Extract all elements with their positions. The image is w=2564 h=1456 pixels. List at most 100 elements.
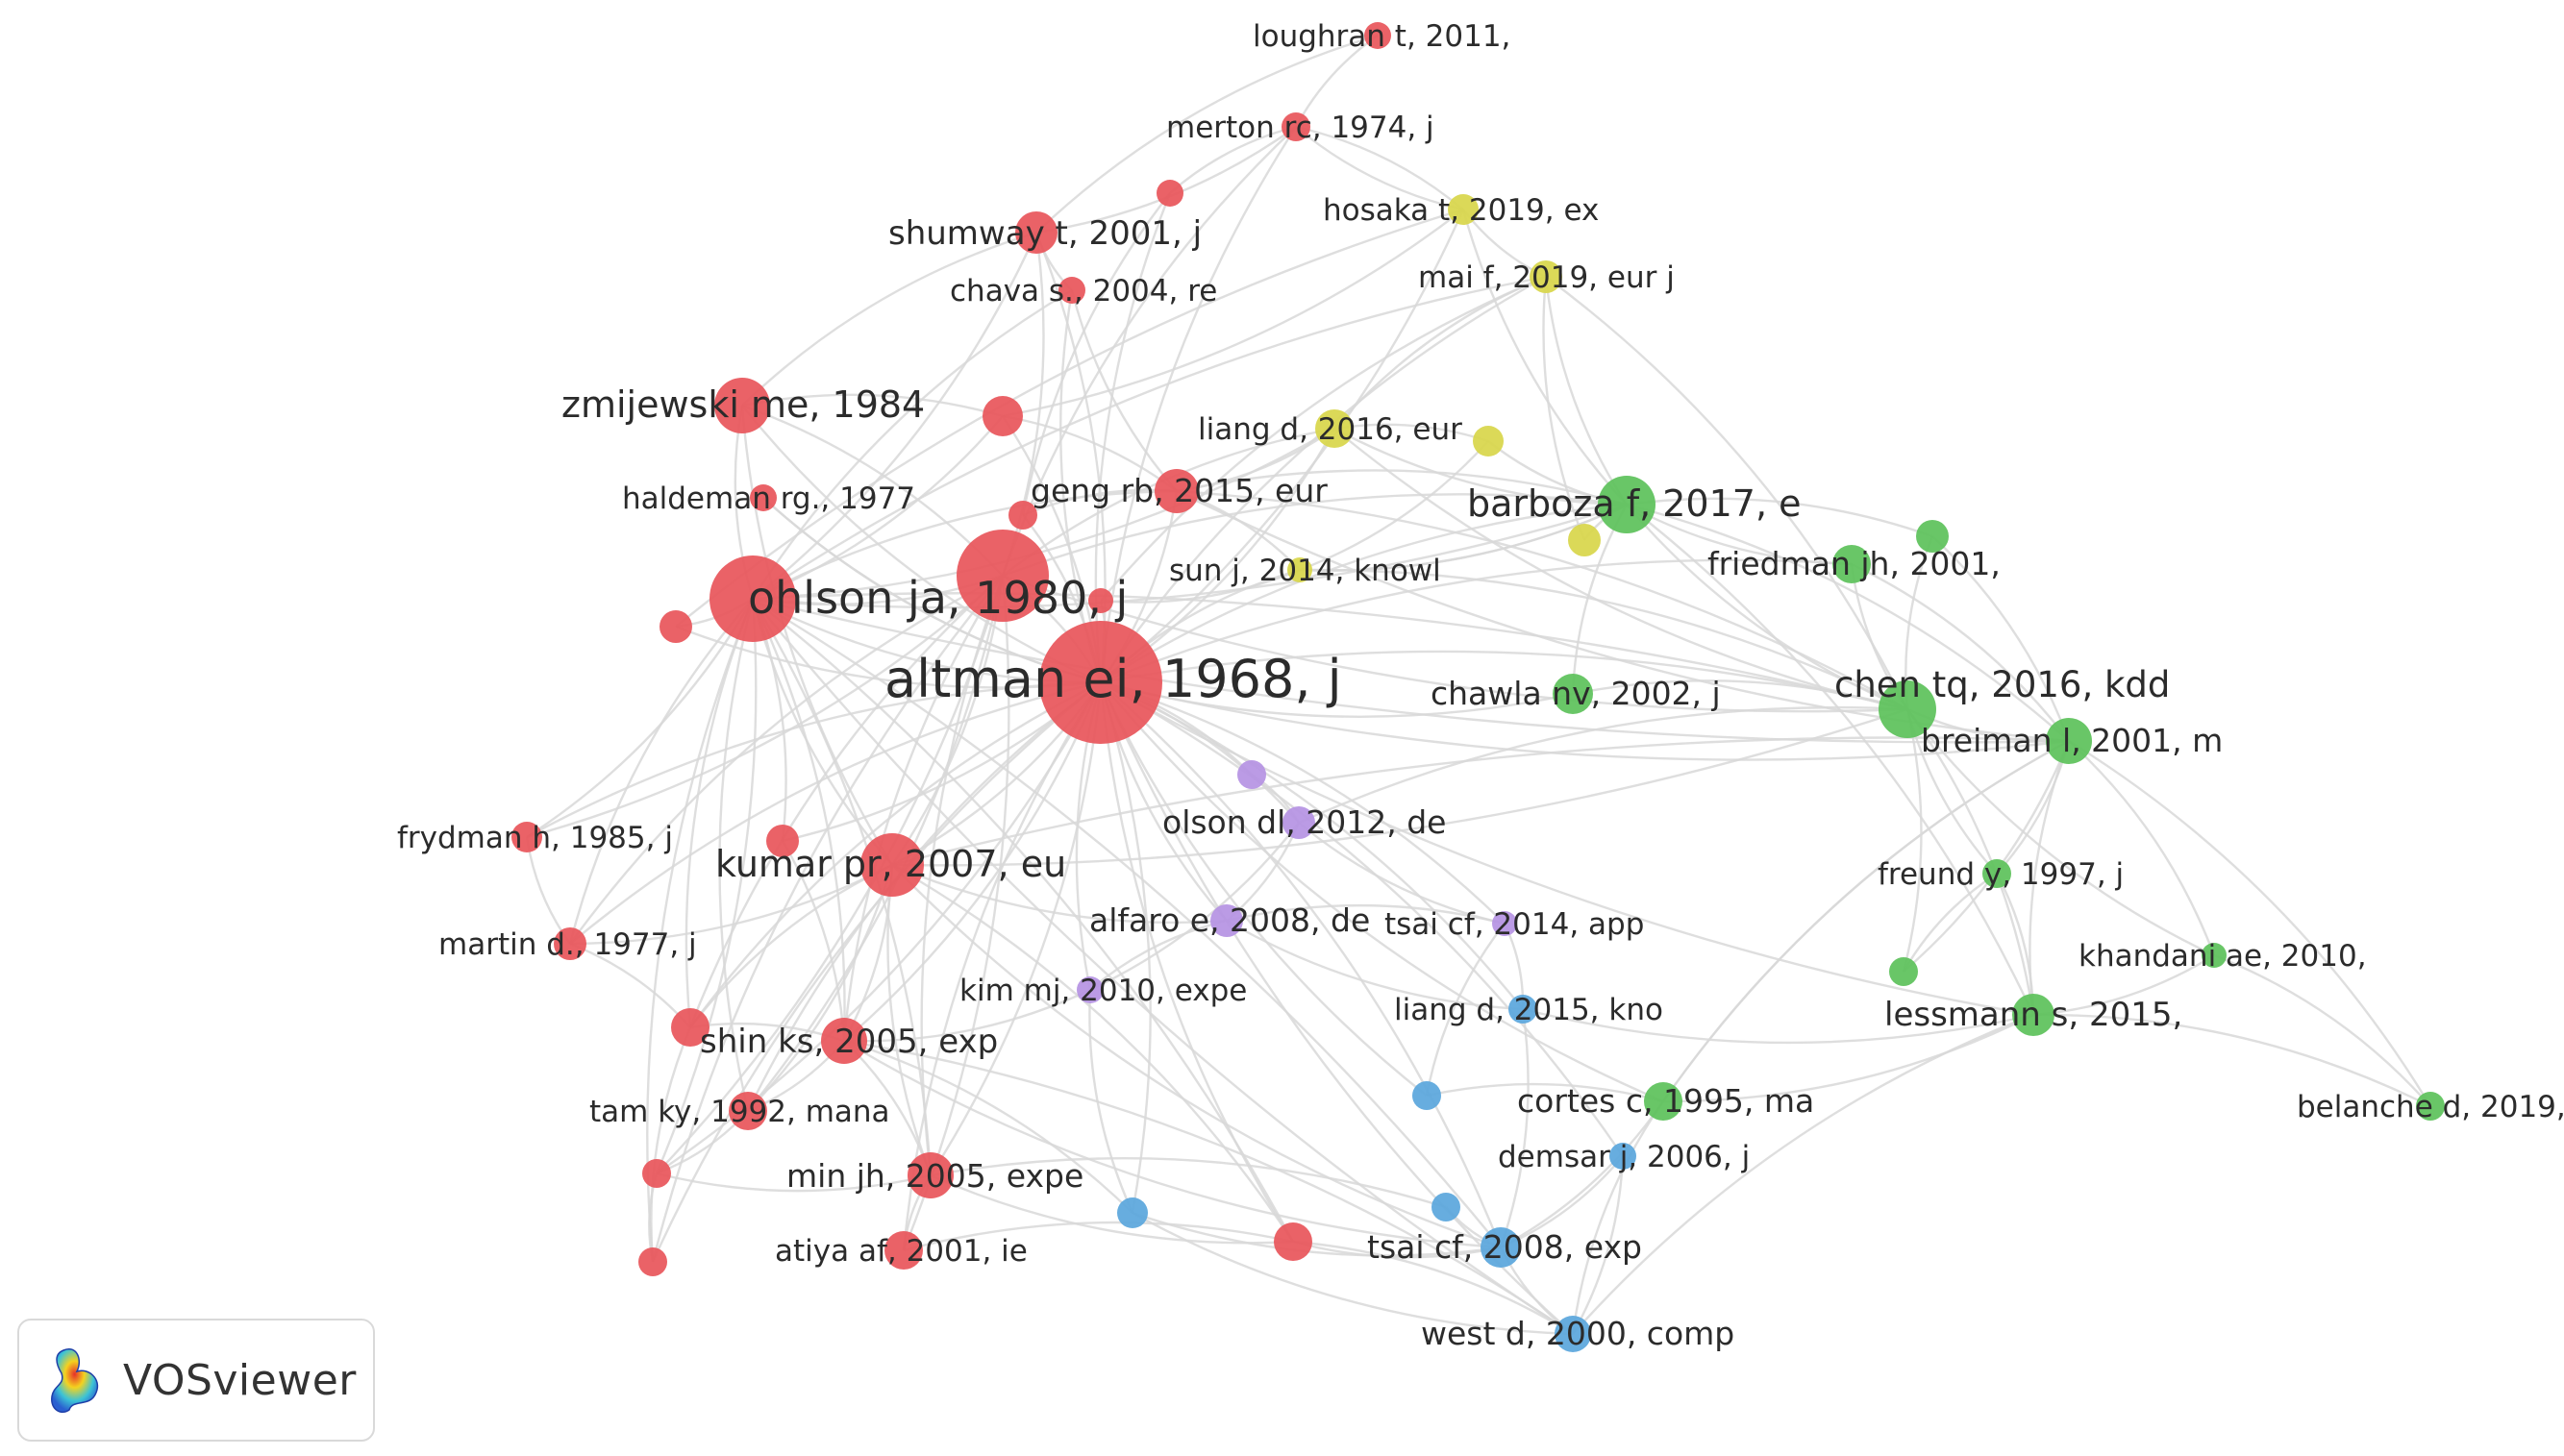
node-u13[interactable] — [1568, 524, 1601, 556]
node-loughran[interactable] — [1364, 22, 1391, 49]
node-barboza[interactable] — [1598, 476, 1655, 533]
label-layer: loughran t, 2011, merton rc, 1974, j shumw… — [397, 19, 2564, 1352]
node-u8[interactable] — [671, 1008, 709, 1047]
edge-barboza-lessmann — [1626, 504, 2035, 1016]
edge-cortes-tsaicf2008 — [1500, 1100, 1664, 1249]
edge-breiman-kumar — [891, 736, 2070, 867]
node-alfaro[interactable] — [1210, 904, 1243, 937]
node-u16[interactable] — [1237, 760, 1266, 789]
edge-chentq-kumar — [891, 707, 1908, 867]
node-u4[interactable] — [1008, 501, 1037, 530]
edge-u1-chentq — [1002, 574, 1908, 713]
node-cortes[interactable] — [1644, 1082, 1682, 1121]
node-label-liang2015: liang d, 2015, kno — [1394, 993, 1663, 1027]
node-tsaicf2008[interactable] — [1481, 1227, 1521, 1268]
node-kumar[interactable] — [860, 833, 924, 897]
node-zmijewski[interactable] — [714, 378, 770, 433]
edge-u2-zmijewski — [741, 393, 1004, 418]
node-u7[interactable] — [766, 825, 799, 857]
node-label-altman: altman ei, 1968, j — [884, 649, 1342, 709]
edge-ohlson-frydman — [526, 598, 755, 839]
edge-u1-u10 — [651, 575, 1004, 1263]
node-friedman[interactable] — [1832, 545, 1871, 583]
edge-westd-u18 — [1132, 1211, 1574, 1336]
node-chava[interactable] — [1058, 277, 1085, 304]
node-label-sun: sun j, 2014, knowl — [1169, 554, 1441, 588]
node-label-minjh: min jh, 2005, expe — [786, 1157, 1083, 1195]
node-label-friedman: friedman jh, 2001, — [1707, 545, 2001, 582]
node-frydman[interactable] — [511, 822, 542, 852]
node-label-liang2016: liang d, 2016, eur — [1198, 412, 1462, 447]
node-label-breiman: breiman l, 2001, m — [1921, 722, 2223, 759]
node-belanche[interactable] — [2416, 1092, 2445, 1121]
node-hosaka[interactable] — [1448, 194, 1479, 225]
node-merton[interactable] — [1282, 112, 1310, 141]
node-u17[interactable] — [1412, 1081, 1441, 1110]
node-u2[interactable] — [983, 396, 1023, 436]
edge-breiman-geng — [1176, 489, 2070, 743]
edge-u2-geng — [1002, 414, 1178, 492]
node-u12[interactable] — [1473, 426, 1504, 457]
node-label-merton: merton rc, 1974, j — [1166, 111, 1434, 145]
node-u19[interactable] — [1431, 1193, 1460, 1222]
node-chawla[interactable] — [1553, 674, 1593, 714]
edge-cortes-u17 — [1426, 1082, 1664, 1103]
node-shumway[interactable] — [1015, 211, 1058, 254]
node-westd[interactable] — [1555, 1316, 1591, 1352]
edge-ohlson-barboza — [752, 503, 1628, 609]
node-label-tsaicf2008: tsai cf, 2008, exp — [1367, 1228, 1642, 1266]
node-altman[interactable] — [1039, 621, 1162, 744]
node-sun[interactable] — [1287, 557, 1312, 582]
edge-chentq-lessmann — [1906, 708, 2035, 1016]
edge-alfaro-kimmj — [1089, 919, 1228, 991]
node-khandani[interactable] — [2202, 943, 2227, 968]
edge-lessmann-liang2015 — [1522, 1007, 2034, 1045]
node-u1[interactable] — [957, 530, 1049, 622]
node-u11[interactable] — [1274, 1222, 1312, 1261]
node-u9[interactable] — [642, 1159, 671, 1188]
node-martin[interactable] — [554, 927, 586, 960]
node-lessmann[interactable] — [2012, 994, 2054, 1036]
edge-u11-tsaicf2008 — [1292, 1240, 1502, 1259]
node-label-lessmann: lessmann s, 2015, — [1884, 996, 2182, 1034]
edge-sun-barboza — [1299, 503, 1628, 572]
edge-chentq-u15 — [1902, 708, 1923, 973]
node-u15[interactable] — [1889, 957, 1918, 986]
edge-hosaka-barboza — [1461, 209, 1628, 506]
node-breiman[interactable] — [2046, 718, 2092, 764]
node-shinks[interactable] — [821, 1018, 867, 1064]
node-liang2016[interactable] — [1315, 409, 1354, 448]
node-kimmj[interactable] — [1077, 976, 1104, 1003]
node-ohlson[interactable] — [709, 555, 796, 642]
node-tamky[interactable] — [729, 1092, 767, 1130]
node-olson[interactable] — [1282, 806, 1315, 839]
node-freund[interactable] — [1982, 859, 2011, 888]
node-chentq[interactable] — [1879, 680, 1936, 738]
node-u10[interactable] — [638, 1247, 667, 1276]
node-u14[interactable] — [1916, 520, 1949, 553]
edge-altman-mai — [1100, 275, 1547, 683]
node-u6[interactable] — [1088, 588, 1113, 613]
edge-alfaro-tsaicf2014 — [1226, 903, 1506, 925]
node-minjh[interactable] — [908, 1152, 954, 1198]
node-atiya[interactable] — [884, 1231, 923, 1270]
edge-tsaicf2008-liang2015 — [1499, 1008, 1530, 1248]
edge-altman-u3 — [1094, 192, 1172, 683]
edge-ohlson-tsaicf2008 — [752, 597, 1502, 1248]
edge-ohlson-martin — [568, 598, 754, 945]
node-mai[interactable] — [1530, 260, 1562, 293]
edge-hosaka-merton — [1295, 126, 1464, 211]
edge-ohlson-u8 — [685, 598, 755, 1028]
node-geng[interactable] — [1155, 469, 1199, 513]
node-u18[interactable] — [1117, 1197, 1148, 1228]
node-u3[interactable] — [1157, 180, 1183, 207]
node-demsar[interactable] — [1609, 1143, 1636, 1170]
node-liang2015[interactable] — [1508, 995, 1537, 1024]
node-u5[interactable] — [660, 610, 692, 643]
node-haldeman[interactable] — [750, 484, 777, 511]
node-tsaicf2014[interactable] — [1492, 911, 1517, 936]
edge-ohlson-u9 — [655, 598, 758, 1174]
edge-u1-u8 — [688, 575, 1004, 1028]
edge-u1-u9 — [656, 575, 1005, 1174]
